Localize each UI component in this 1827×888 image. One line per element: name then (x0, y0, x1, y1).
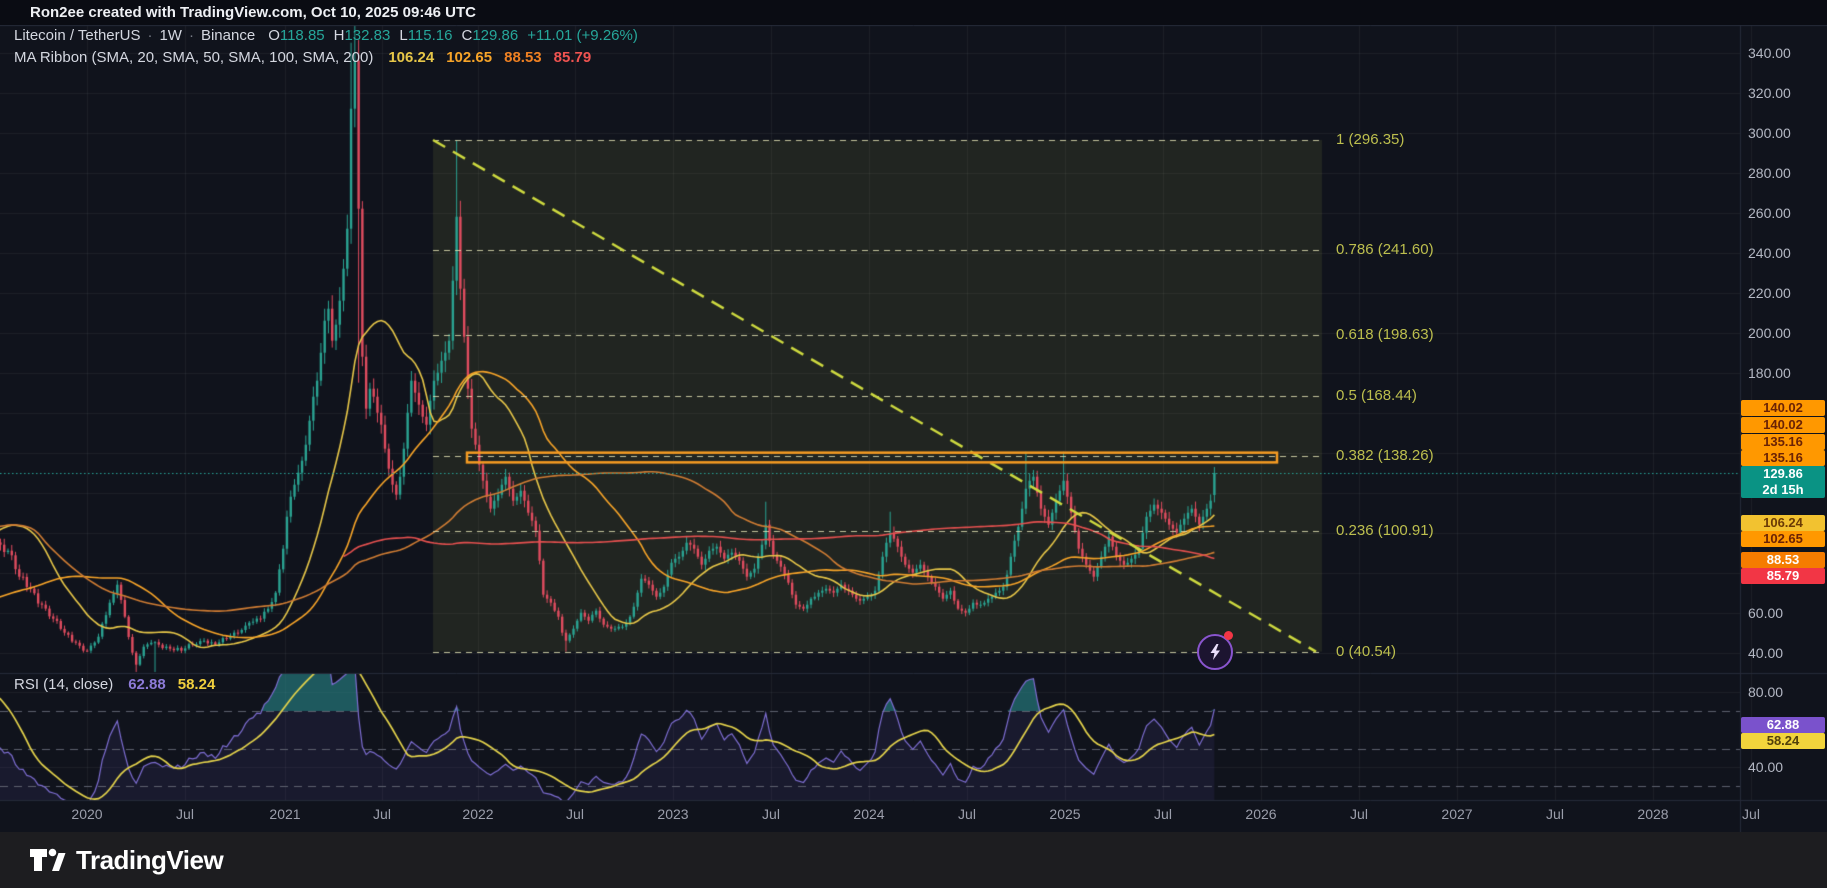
price-axis-label: 40.00 (1748, 644, 1784, 661)
time-axis-tick: 2021 (269, 806, 301, 822)
time-axis-tick: 2026 (1245, 806, 1277, 822)
time-axis-tick: Jul (566, 806, 584, 822)
rsi-badge: 58.24 (1741, 733, 1825, 749)
rsi-label[interactable]: RSI (14, close) (14, 676, 114, 693)
ma-ribbon-values: 106.24 102.65 88.53 85.79 (388, 49, 591, 66)
fib-level-label: 1 (296.35) (1336, 131, 1405, 148)
price-axis-label: 240.00 (1748, 244, 1791, 261)
fib-level-label: 0.786 (241.60) (1336, 240, 1434, 258)
separator-dot: · (147, 27, 153, 44)
symbol-interval[interactable]: 1W (159, 27, 182, 44)
ma-ribbon-legend-row: MA Ribbon (SMA, 20, SMA, 50, SMA, 100, S… (14, 49, 591, 66)
fib-level-label: 0.236 (100.91) (1336, 521, 1434, 539)
attribution-bar: Ron2ee created with TradingView.com, Oct… (0, 0, 1827, 25)
ohlc-item: H 132.83 (333, 27, 391, 44)
notification-dot (1224, 631, 1233, 640)
ma-ribbon-label[interactable]: MA Ribbon (SMA, 20, SMA, 50, SMA, 100, S… (14, 49, 374, 66)
ma-value: 85.79 (553, 49, 592, 66)
ohlc-item: O 118.85 (268, 27, 325, 44)
rsi-values: 62.88 58.24 (128, 676, 215, 693)
lightning-icon (1210, 644, 1220, 660)
time-axis-tick: 2028 (1637, 806, 1669, 822)
time-axis-tick: Jul (373, 806, 391, 822)
ma-value: 102.65 (446, 49, 493, 66)
time-axis-tick: 2024 (853, 806, 885, 822)
price-badge: 140.02 (1741, 400, 1825, 416)
fib-level-label: 0 (40.54) (1336, 642, 1397, 660)
time-axis-tick: 2025 (1049, 806, 1081, 822)
fib-level-label: 0.618 (198.63) (1336, 326, 1434, 344)
time-axis-tick: Jul (1742, 806, 1760, 822)
rsi-value: 62.88 (128, 676, 166, 693)
rsi-axis-label: 80.00 (1748, 684, 1784, 701)
time-axis-tick: 2023 (657, 806, 689, 822)
price-axis-label: 200.00 (1748, 324, 1791, 341)
time-axis-tick: Jul (762, 806, 780, 822)
symbol-title[interactable]: Litecoin / TetherUS (14, 27, 141, 44)
symbol-legend-row: Litecoin / TetherUS · 1W · Binance O 118.… (14, 27, 638, 44)
attribution-text: Ron2ee created with TradingView.com, Oct… (30, 4, 477, 21)
rsi-axis-label: 40.00 (1748, 759, 1784, 776)
time-axis-tick: 2020 (71, 806, 103, 822)
time-axis-tick: Jul (958, 806, 976, 822)
price-badge: 102.65 (1741, 531, 1825, 547)
separator-dot: · (188, 27, 194, 44)
ohlc-values: O 118.85 H 132.83 L 115.16 C 129.86 (268, 27, 518, 44)
price-badge: 135.16 (1741, 450, 1825, 466)
price-badge: 129.86 2d 15h (1741, 466, 1825, 498)
ma-value: 88.53 (504, 49, 542, 66)
ma-value: 106.24 (388, 49, 435, 66)
time-axis-tick: 2027 (1441, 806, 1473, 822)
price-badge: 85.79 (1741, 568, 1825, 584)
ohlc-item: L 115.16 (399, 27, 453, 44)
rsi-badge: 62.88 (1741, 717, 1825, 733)
price-axis-label: 280.00 (1748, 164, 1791, 181)
price-badge: 106.24 (1741, 515, 1825, 531)
price-badge: 140.02 (1741, 417, 1825, 433)
price-badge: 88.53 (1741, 552, 1825, 568)
price-axis-label: 320.00 (1748, 84, 1791, 101)
time-axis-tick: Jul (1154, 806, 1172, 822)
fib-level-label: 0.5 (168.44) (1336, 386, 1417, 404)
symbol-exchange: Binance (200, 27, 256, 44)
rsi-legend-row: RSI (14, close) 62.88 58.24 (14, 676, 215, 693)
price-axis-label: 340.00 (1748, 44, 1791, 61)
tradingview-logo-text[interactable]: TradingView (76, 844, 224, 875)
time-axis-tick: Jul (1350, 806, 1368, 822)
price-axis-label: 60.00 (1748, 604, 1784, 621)
tradingview-logo-icon[interactable] (28, 845, 66, 875)
fib-level-label: 0.382 (138.26) (1336, 447, 1434, 465)
price-change: +11.01 (+9.26%) (527, 27, 638, 44)
price-axis-label: 220.00 (1748, 284, 1791, 301)
time-axis-tick: Jul (1546, 806, 1564, 822)
rsi-value: 58.24 (177, 676, 216, 693)
price-badge: 135.16 (1741, 434, 1825, 450)
price-axis-label: 300.00 (1748, 124, 1791, 141)
time-axis-tick: 2022 (462, 806, 494, 822)
ohlc-item: C 129.86 (461, 27, 519, 44)
time-axis-tick: Jul (176, 806, 194, 822)
ai-assistant-button[interactable] (1197, 634, 1233, 670)
price-axis-label: 180.00 (1748, 364, 1791, 381)
footer-bar: TradingView (0, 832, 1827, 888)
price-axis-label: 260.00 (1748, 204, 1791, 221)
